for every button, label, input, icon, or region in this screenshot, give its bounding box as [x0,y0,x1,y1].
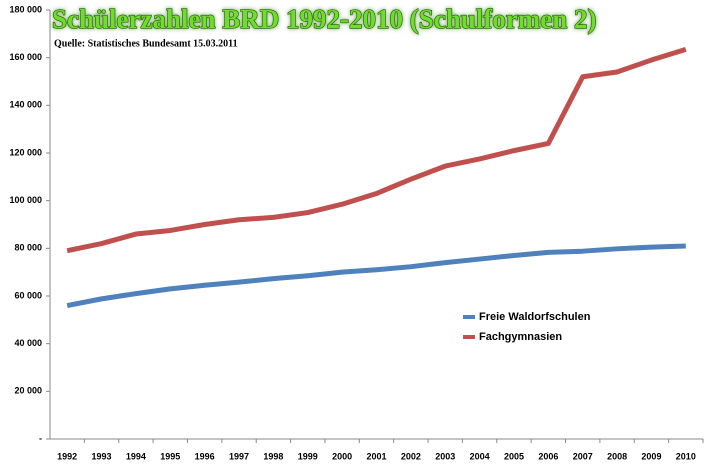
chart-subtitle: Quelle: Statistisches Bundesamt 15.03.20… [54,38,238,49]
y-tick-label: 100 000 [9,195,42,205]
y-tick-label: 60 000 [14,290,42,300]
x-tick-label: 2008 [607,451,627,461]
series-line [66,46,687,254]
x-tick-label: 2004 [470,451,490,461]
y-tick-label: 120 000 [9,147,42,157]
x-tick-label: 2003 [435,451,455,461]
x-tick-label: 2000 [332,451,352,461]
y-tick-label: 40 000 [14,338,42,348]
x-tick-label: 1998 [263,451,283,461]
x-tick-label: 2002 [401,451,421,461]
y-tick-label: 180 000 [9,4,42,14]
x-tick-label: 2009 [641,451,661,461]
x-tick-label: 2001 [366,451,386,461]
x-tick-label: 2005 [504,451,524,461]
legend-label: Freie Waldorfschulen [479,311,591,323]
x-tick-label: 2010 [676,451,696,461]
x-tick-label: 1993 [92,451,112,461]
x-tick-label: 1995 [160,451,180,461]
x-tick-label: 2007 [573,451,593,461]
y-tick-label: 140 000 [9,100,42,110]
x-tick-label: 1996 [195,451,215,461]
y-tick-label: 20 000 [14,386,42,396]
x-tick-label: 1994 [126,451,146,461]
chart-title: Schülerzahlen BRD 1992-2010 (Schulformen… [52,4,596,34]
x-tick-label: 1992 [57,451,77,461]
x-tick-label: 1999 [298,451,318,461]
y-tick-label: - [39,433,42,443]
y-tick-label: 80 000 [14,243,42,253]
series-line [66,243,686,308]
x-tick-label: 1997 [229,451,249,461]
y-tick-label: 160 000 [9,52,42,62]
x-tick-label: 2006 [538,451,558,461]
legend-label: Fachgymnasien [479,331,562,343]
